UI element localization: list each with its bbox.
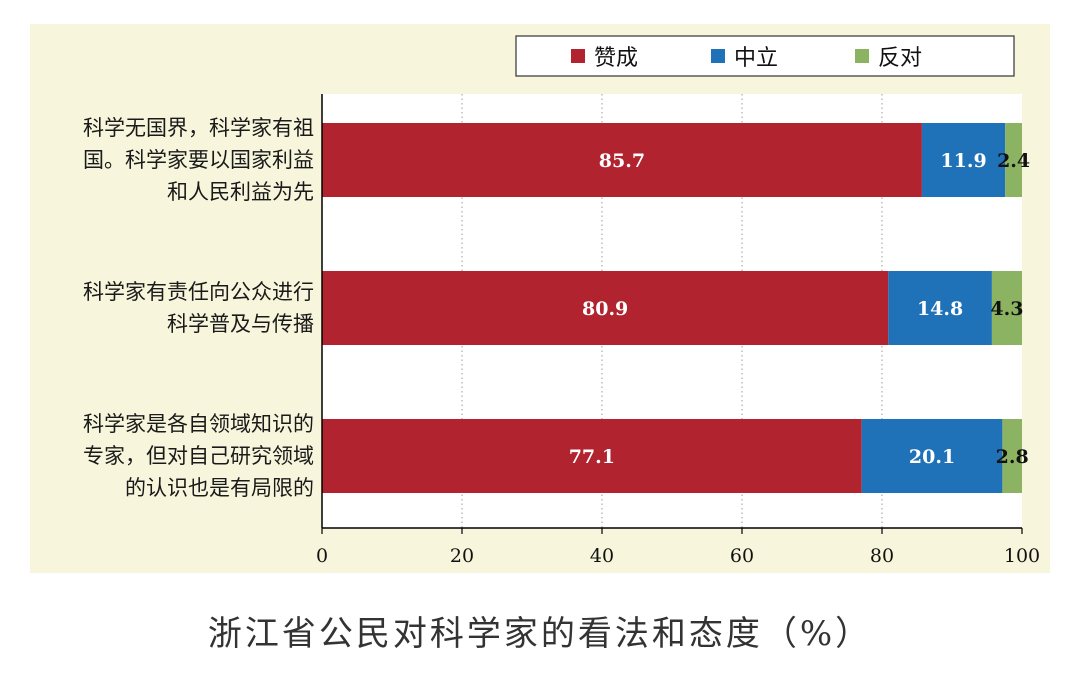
bar-segment xyxy=(1002,419,1022,493)
data-label: 20.1 xyxy=(909,446,955,468)
bar-segment xyxy=(861,419,1003,493)
legend-label: 中立 xyxy=(734,46,778,71)
data-label: 85.7 xyxy=(599,150,645,172)
data-label: 11.9 xyxy=(940,150,986,172)
x-tick-label: 100 xyxy=(1004,545,1040,567)
category-label-line: 科学家有责任向公众进行 xyxy=(83,280,314,304)
legend-swatch xyxy=(571,49,585,63)
x-tick-label: 0 xyxy=(316,545,328,567)
data-label: 4.3 xyxy=(990,298,1023,320)
bar-segment xyxy=(322,271,889,345)
data-label: 77.1 xyxy=(569,446,615,468)
category-label-line: 和人民利益为先 xyxy=(167,180,314,204)
legend-label: 赞成 xyxy=(594,46,638,71)
bar-segment xyxy=(322,419,862,493)
data-label: 14.8 xyxy=(917,298,963,320)
bar-segment xyxy=(991,271,1022,345)
legend-swatch xyxy=(855,49,869,63)
category-label: 科学家有责任向公众进行科学普及与传播 xyxy=(30,276,314,340)
category-label-line: 国。科学家要以国家利益 xyxy=(83,148,314,172)
chart-title: 浙江省公民对科学家的看法和态度（%） xyxy=(207,614,873,654)
bar-chart: 85.7 11.9 2.4 80.9 14.8 4.3 77.1 20.1 2.8 0 20 40 60… xyxy=(316,35,1040,567)
category-label-line: 科学无国界，科学家有祖 xyxy=(83,116,314,140)
legend-box xyxy=(515,35,1015,77)
category-label-line: 专家，但对自己研究领域 xyxy=(83,444,314,468)
bar-segment xyxy=(921,123,1006,197)
category-label-line: 科学普及与传播 xyxy=(167,312,314,336)
data-label: 2.4 xyxy=(997,150,1030,172)
x-tick-label: 20 xyxy=(450,545,474,567)
bar-segment xyxy=(1005,123,1022,197)
legend-swatch xyxy=(711,49,725,63)
x-tick-label: 80 xyxy=(870,545,894,567)
data-label: 80.9 xyxy=(582,298,628,320)
x-tick-label: 60 xyxy=(730,545,754,567)
category-label-line: 科学家是各自领域知识的 xyxy=(83,412,314,436)
category-label: 科学家是各自领域知识的 专家，但对自己研究领域的认识也是有局限的 xyxy=(30,408,314,504)
data-label: 2.8 xyxy=(996,446,1029,468)
legend-label: 反对 xyxy=(878,46,922,71)
x-tick-label: 40 xyxy=(590,545,614,567)
category-label: 科学无国界，科学家有祖 国。科学家要以国家利益和人民利益为先 xyxy=(30,112,314,208)
bar-segment xyxy=(322,123,922,197)
category-label-line: 的认识也是有局限的 xyxy=(125,476,314,500)
bar-segment xyxy=(888,271,992,345)
